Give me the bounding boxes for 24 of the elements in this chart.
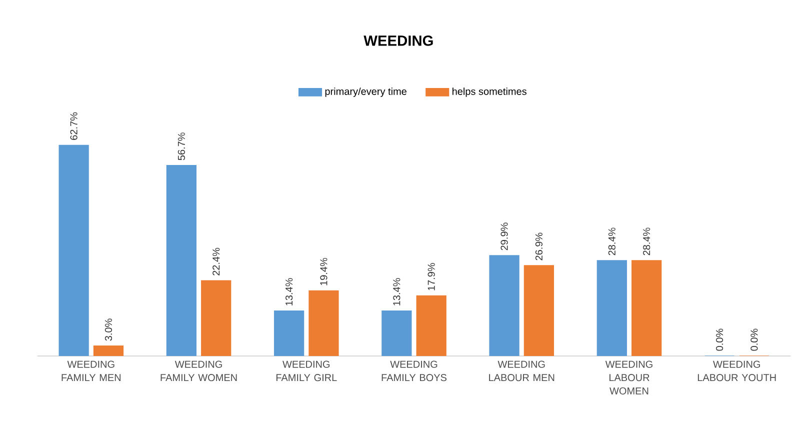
- x-tick-label: WEEDING FAMILY BOYS: [382, 360, 447, 382]
- x-tick-label: WEEDING FAMILY WOMEN: [160, 360, 237, 382]
- legend-label: primary/every time: [325, 88, 406, 97]
- data-label: 28.4%: [608, 228, 616, 256]
- x-tick-label: WEEDING LABOUR MEN: [489, 360, 554, 382]
- x-tick-label: WEEDING FAMILY MEN: [62, 360, 121, 382]
- x-tick-label: WEEDING LABOUR YOUTH: [698, 360, 776, 382]
- data-label: 19.4%: [320, 258, 328, 286]
- data-label: 29.9%: [500, 222, 508, 250]
- data-label: 62.7%: [70, 112, 78, 140]
- x-tick-label: WEEDING FAMILY GIRL: [276, 360, 337, 382]
- data-label: 0.0%: [750, 328, 758, 351]
- data-label: 3.0%: [104, 318, 112, 341]
- data-label: 26.9%: [535, 232, 542, 260]
- data-label: 22.4%: [212, 248, 220, 276]
- data-label: 56.7%: [178, 132, 185, 160]
- data-label: 28.4%: [643, 228, 650, 256]
- x-tick-label: WEEDING LABOUR WOMEN: [605, 360, 652, 394]
- data-label: 17.9%: [428, 262, 435, 290]
- data-label: 13.4%: [393, 278, 400, 306]
- data-label: 0.0%: [716, 328, 724, 351]
- chart-title: WEEDING: [364, 35, 433, 46]
- data-label: 13.4%: [286, 278, 293, 306]
- legend-label: helps sometimes: [452, 88, 526, 97]
